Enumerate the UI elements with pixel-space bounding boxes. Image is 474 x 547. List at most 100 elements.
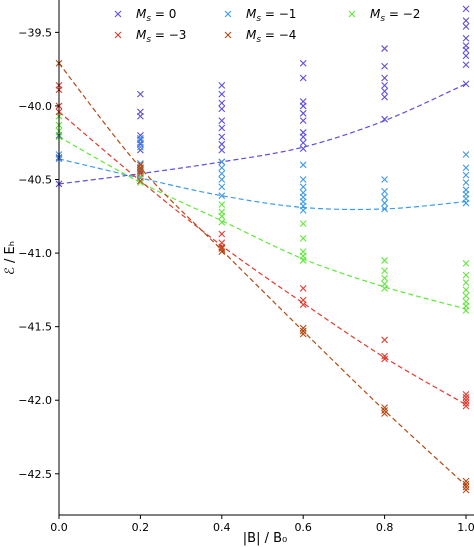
legend-marker [224,31,232,39]
y-tick-label: −42.0 [18,394,52,407]
data-point-m-s-minus-2 [381,280,388,288]
data-point-m-s-minus-3 [218,239,226,247]
data-point-m-s-minus-3 [462,393,470,401]
data-point-m-s-0 [137,108,144,116]
data-point-m-s-minus-1 [462,179,470,186]
y-tick-label: −41.5 [18,321,52,334]
axes [58,0,474,516]
data-point-m-s-minus-4 [137,161,144,169]
fit-curve-m-s-minus-2 [58,136,467,310]
data-point-m-s-minus-3 [137,170,144,178]
data-point-m-s-0 [462,5,470,13]
data-point-m-s-minus-3 [381,352,388,360]
data-point-m-s-0 [299,74,307,82]
data-point-m-s-0 [381,62,388,70]
data-point-m-s-minus-1 [462,186,470,194]
data-point-m-s-minus-1 [218,164,226,172]
x-axis-title: |B| / B₀ [243,531,287,546]
legend-item-m-s-minus-2: Ms = −2 [348,7,420,24]
legend: Ms = 0 Ms = −1 Ms = −2 Ms = −3 Ms = −4 [114,7,420,45]
data-point-m-s-0 [299,117,307,125]
data-point-m-s-0 [218,133,226,141]
legend-marker [114,10,122,18]
x-ticks: 0.0 0.2 0.4 0.6 0.8 1.0 [50,515,474,534]
data-point-m-s-minus-3 [462,396,470,404]
data-point-m-s-minus-4 [218,245,226,253]
legend-item-m-s-minus-3: Ms = −3 [114,28,186,45]
data-point-m-s-minus-3 [462,402,470,410]
data-point-m-s-0 [462,61,470,69]
legend-label: Ms = −2 [370,7,420,24]
data-point-m-s-minus-1 [462,164,470,172]
data-point-m-s-minus-1 [381,176,388,183]
x-tick-label: 0.8 [376,521,394,534]
data-point-m-s-minus-2 [381,274,388,282]
data-point-m-s-minus-1 [381,199,388,207]
data-point-m-s-minus-2 [218,208,226,216]
fit-curve-m-s-minus-3 [58,111,467,406]
data-point-m-s-minus-1 [381,193,388,201]
legend-marker [348,10,356,18]
data-point-m-s-minus-2 [381,267,388,275]
data-point-m-s-minus-2 [462,292,470,300]
y-tick-label: −40.0 [18,100,52,113]
data-point-m-s-0 [381,115,388,123]
data-point-m-s-minus-3 [381,336,388,344]
y-tick-label: −40.5 [18,174,52,187]
data-point-m-s-0 [137,146,144,154]
x-tick-label: 0.4 [213,521,231,534]
legend-marker [224,10,232,18]
data-point-m-s-minus-3 [381,355,388,363]
data-point-m-s-minus-4 [462,480,470,488]
data-point-m-s-minus-4 [137,167,144,175]
data-point-m-s-0 [218,99,226,107]
data-point-m-s-minus-4 [299,330,307,338]
data-point-m-s-0 [218,81,226,89]
data-point-m-s-minus-3 [299,285,307,292]
data-point-m-s-minus-2 [462,286,470,294]
data-point-m-s-minus-4 [381,410,388,417]
data-point-m-s-minus-1 [299,183,307,191]
data-point-m-s-minus-1 [299,161,307,169]
data-point-m-s-0 [381,93,388,101]
data-point-m-s-minus-4 [137,164,144,172]
data-point-m-s-0 [218,146,226,154]
data-point-m-s-minus-2 [218,218,226,226]
data-point-m-s-0 [299,129,307,136]
data-point-m-s-minus-1 [218,176,226,183]
data-point-m-s-0 [462,80,470,88]
legend-label: Ms = −3 [136,28,186,45]
data-point-m-s-minus-1 [381,205,388,213]
data-point-m-s-minus-4 [299,324,307,332]
data-point-m-s-minus-2 [299,220,307,228]
data-point-m-s-0 [137,131,144,139]
data-point-m-s-minus-3 [462,390,470,398]
data-point-m-s-0 [299,145,307,153]
data-point-m-s-minus-1 [381,187,388,195]
fit-curve-m-s-minus-4 [58,62,467,487]
x-tick-label: 0.6 [294,521,312,534]
fit-curves [58,62,467,487]
data-point-m-s-minus-2 [462,298,470,306]
data-point-m-s-minus-2 [137,179,144,186]
fit-curve-m-s-minus-1 [58,158,467,211]
data-point-m-s-0 [218,105,226,113]
data-point-m-s-minus-4 [462,486,470,494]
data-point-m-s-0 [462,17,470,24]
data-point-m-s-0 [218,117,226,125]
data-point-m-s-minus-4 [299,327,307,335]
data-point-m-s-0 [462,42,470,50]
data-point-m-s-0 [218,140,226,148]
data-point-m-s-minus-1 [218,183,226,191]
y-tick-label: −42.5 [18,468,52,481]
legend-label: Ms = −1 [246,7,296,24]
data-point-m-s-minus-1 [218,158,226,166]
data-point-m-s-minus-4 [381,407,388,414]
data-point-m-s-minus-2 [218,201,226,208]
data-point-m-s-0 [218,90,226,98]
data-point-m-s-0 [462,34,470,42]
data-point-m-s-minus-1 [218,170,226,178]
data-point-m-s-minus-2 [462,271,470,279]
data-point-m-s-0 [299,109,307,117]
data-point-m-s-0 [137,90,144,98]
